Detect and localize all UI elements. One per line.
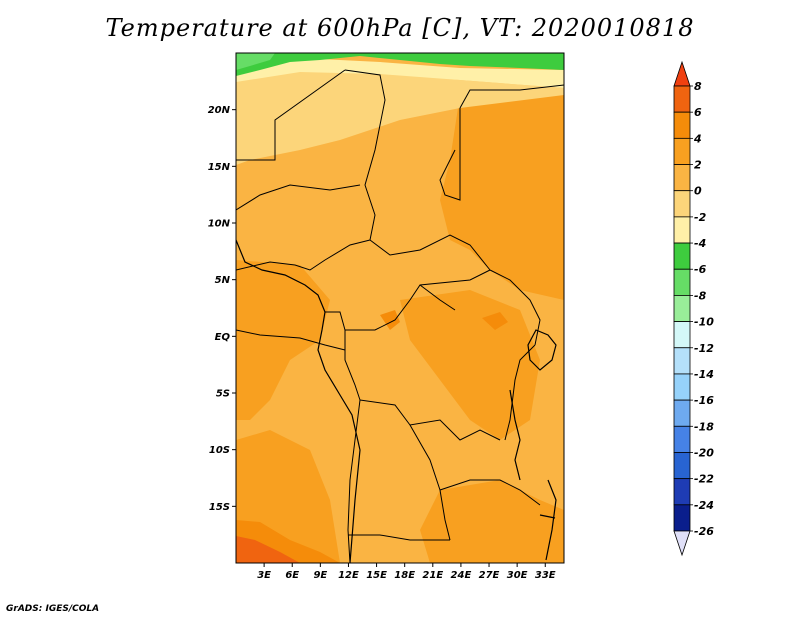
colorbar-label: 8 xyxy=(694,80,702,93)
field-band-4d xyxy=(420,480,564,563)
latitude-axis: 20N 15N 10N 5N EQ 5S 10S 15S xyxy=(208,105,236,513)
map-title: Temperature at 600hPa [C], VT: 202001081… xyxy=(105,14,695,42)
field-band-0-2 xyxy=(236,70,564,165)
grads-credit: GrADS: IGES/COLA xyxy=(6,604,100,614)
colorbar-swatch xyxy=(673,425,691,453)
lon-tick-label: 12E xyxy=(338,570,359,581)
colorbar-min-triangle xyxy=(673,530,691,557)
field-band-neg4 xyxy=(236,53,564,76)
colorbar-swatch xyxy=(673,478,691,506)
lat-tick-label: 15S xyxy=(209,502,230,513)
colorbar-label: 2 xyxy=(694,159,702,172)
colorbar-swatch xyxy=(673,268,691,296)
colorbar-label: 6 xyxy=(694,106,702,119)
lon-tick-label: 15E xyxy=(366,570,387,581)
field-band-neg2-0 xyxy=(236,58,564,88)
lat-tick-label: 20N xyxy=(208,105,231,116)
colorbar-label: -12 xyxy=(694,342,714,355)
field-band-6c xyxy=(380,310,400,330)
field-band-6b xyxy=(236,536,300,563)
lat-tick-label: 15N xyxy=(208,162,231,173)
lon-tick-label: 30E xyxy=(507,570,528,581)
lon-tick-label: 21E xyxy=(422,570,443,581)
field-band-6d xyxy=(482,312,508,330)
colorbar-label: -6 xyxy=(694,263,707,276)
colorbar-label: -14 xyxy=(694,368,714,381)
lon-tick-label: 33E xyxy=(535,570,556,581)
colorbar-swatch xyxy=(673,373,691,401)
lat-tick-label: EQ xyxy=(215,332,231,343)
colorbar-swatch xyxy=(673,504,691,532)
lat-tick-label: 5S xyxy=(216,389,230,400)
colorbar-swatch xyxy=(673,137,691,165)
lat-tick-label: 10N xyxy=(208,219,231,230)
field-band-4c xyxy=(400,290,540,440)
colorbar-swatch xyxy=(673,399,691,427)
colorbar-label: 4 xyxy=(693,132,702,145)
colorbar-label: -22 xyxy=(694,473,714,486)
lon-tick-label: 9E xyxy=(313,570,327,581)
temperature-field xyxy=(236,53,564,563)
colorbar-label: -20 xyxy=(694,446,714,459)
lon-tick-label: 6E xyxy=(285,570,299,581)
colorbar-swatch xyxy=(673,295,691,322)
map-frame xyxy=(235,52,565,564)
colorbar-label: -8 xyxy=(694,289,707,302)
colorbar-swatch xyxy=(673,216,691,244)
colorbar-label: -2 xyxy=(694,211,707,224)
lon-tick-label: 24E xyxy=(451,570,472,581)
longitude-axis: 3E 6E 9E 12E 15E 18E 21E 24E 27E 30E 33E xyxy=(257,563,556,581)
field-band-4b xyxy=(236,260,330,420)
colorbar-swatch xyxy=(673,321,691,349)
colorbar-swatch xyxy=(673,242,691,270)
lon-tick-label: 27E xyxy=(479,570,500,581)
lat-tick-label: 10S xyxy=(209,445,230,456)
colorbar-max-triangle xyxy=(673,60,691,87)
colorbar-swatch xyxy=(673,85,691,113)
colorbar-swatch xyxy=(673,347,691,375)
colorbar-label: -4 xyxy=(694,237,706,250)
colorbar: 8 6 4 2 0 -2 -4 -6 -8 -10 -12 -14 -16 -18 -20 -22 -24 -26 xyxy=(673,60,714,557)
colorbar-label: -10 xyxy=(694,316,714,329)
colorbar-label: -24 xyxy=(694,499,714,512)
country-borders xyxy=(236,69,564,563)
colorbar-label: -16 xyxy=(694,394,714,407)
coastlines xyxy=(236,239,557,563)
colorbar-label: -18 xyxy=(694,420,714,433)
colorbar-label: 0 xyxy=(694,185,702,198)
colorbar-swatch xyxy=(673,111,691,139)
lon-tick-label: 3E xyxy=(257,570,271,581)
colorbar-swatch xyxy=(673,164,691,192)
colorbar-label: -26 xyxy=(694,525,714,538)
field-band-neg6 xyxy=(236,53,275,70)
colorbar-swatch xyxy=(673,190,691,218)
lat-tick-label: 5N xyxy=(215,275,231,286)
lon-tick-label: 18E xyxy=(394,570,415,581)
colorbar-swatch xyxy=(673,452,691,480)
